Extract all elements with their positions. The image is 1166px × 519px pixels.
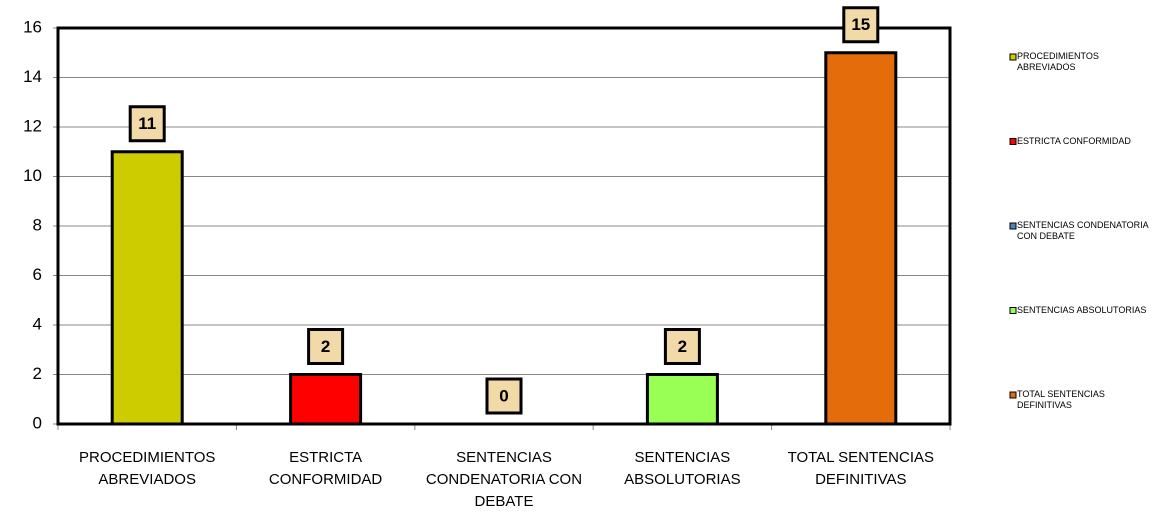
value-label-box	[128, 105, 166, 143]
bar	[110, 150, 184, 426]
bar	[289, 373, 363, 426]
x-tick-label: PROCEDIMIENTOS ABREVIADOS	[78, 449, 216, 488]
y-tick-label: 0	[33, 413, 42, 432]
legend-swatch	[1009, 138, 1017, 145]
value-label: 2	[321, 337, 330, 356]
value-label-box	[485, 377, 523, 415]
plot-frame	[56, 26, 952, 426]
y-tick-label: 2	[33, 364, 42, 383]
x-tick-label: SENTENCIAS ABSOLUTORIAS	[624, 449, 741, 488]
legend-swatch	[1009, 307, 1017, 314]
y-tick-label: 8	[33, 215, 42, 234]
legend-swatch	[1009, 222, 1017, 230]
y-tick-label: 6	[33, 265, 42, 284]
y-tick-label: 10	[23, 166, 42, 185]
value-label-box	[307, 328, 345, 365]
y-tick-label: 4	[33, 314, 42, 333]
legend-label: PROCEDIMIENTOS ABREVIADOS	[1017, 51, 1099, 72]
legend-label: ESTRICTA CONFORMIDAD	[1017, 135, 1131, 146]
y-tick-label: 12	[23, 116, 42, 135]
value-label-box	[663, 328, 701, 365]
value-label: 15	[851, 15, 870, 34]
bar	[824, 51, 898, 426]
value-label-box	[842, 6, 880, 44]
x-tick-label: ESTRICTA CONFORMIDAD	[268, 449, 383, 488]
bar	[645, 373, 719, 426]
legend-label: SENTENCIAS ABSOLUTORIAS	[1017, 304, 1147, 315]
value-label: 2	[678, 337, 687, 356]
legend-label: TOTAL SENTENCIAS DEFINITIVAS	[1017, 389, 1105, 410]
value-label: 0	[499, 386, 508, 405]
y-tick-label: 14	[23, 67, 42, 86]
legend-swatch	[1009, 53, 1017, 61]
legend-label: SENTENCIAS CONDENATORIA CON DEBATE	[1017, 220, 1149, 241]
value-label: 11	[138, 114, 156, 133]
y-tick-label: 16	[23, 17, 42, 36]
legend-swatch	[1009, 391, 1017, 399]
x-tick-label: SENTENCIAS CONDENATORIA CON DEBATE	[425, 449, 583, 510]
x-tick-label: TOTAL SENTENCIAS DEFINITIVAS	[787, 449, 934, 488]
